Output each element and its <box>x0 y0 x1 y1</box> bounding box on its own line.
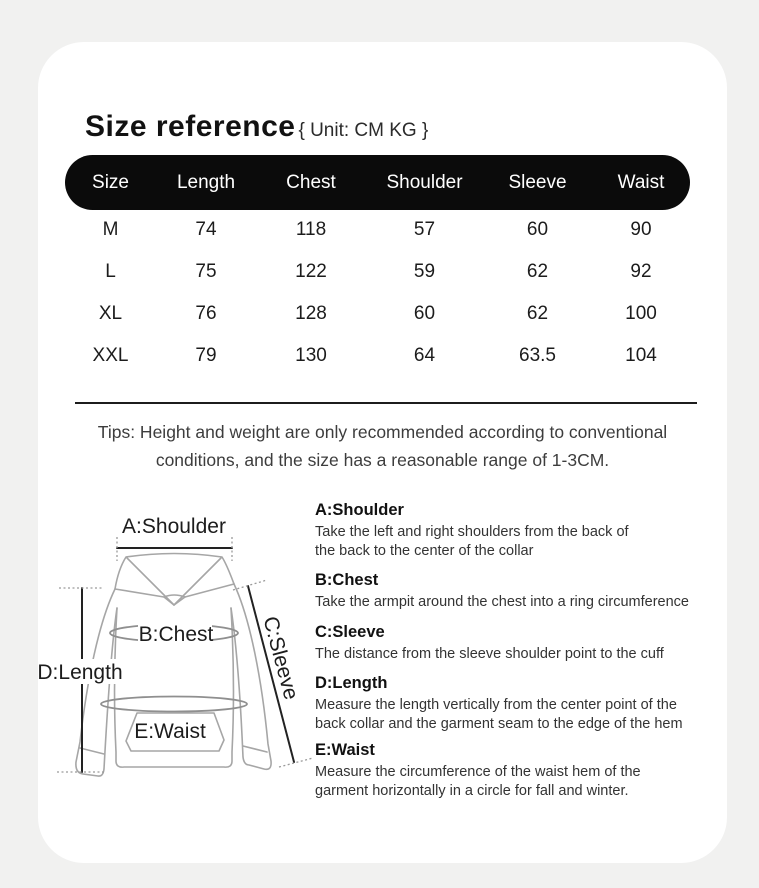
column-header-size: Size <box>92 171 129 193</box>
cell-size-xl: XL <box>98 303 123 324</box>
cell-waist-l: 92 <box>630 261 652 282</box>
size-reference-card: Size reference { Unit: CM KG } Size Leng… <box>38 42 727 863</box>
definition-waist-desc: Measure the circumference of the waist h… <box>315 764 641 799</box>
cell-length-xl: 76 <box>195 303 217 324</box>
definition-waist-term: E:Waist <box>315 741 375 759</box>
column-header-shoulder: Shoulder <box>386 171 463 193</box>
size-table-body: M 74 118 57 60 90 L 75 122 59 62 92 XL 7… <box>65 209 690 377</box>
waist-measure-ring <box>100 695 248 713</box>
cell-chest-xl: 128 <box>295 303 327 324</box>
hoodie-hood-outline <box>114 552 235 590</box>
column-header-length: Length <box>176 171 236 193</box>
definition-chest-desc: Take the armpit around the chest into a … <box>315 594 689 610</box>
column-header-sleeve: Sleeve <box>508 171 567 193</box>
hoodie-pocket <box>125 712 225 752</box>
cell-chest-xxl: 130 <box>295 345 327 366</box>
definition-waist: E:Waist Measure the circumference of the… <box>315 741 729 801</box>
length-diagram-label: D:Length <box>38 661 123 684</box>
cell-chest-m: 118 <box>295 219 327 240</box>
length-label-bg <box>44 659 128 684</box>
definition-length-desc: Measure the length vertically from the c… <box>315 697 683 732</box>
definition-sleeve-term: C:Sleeve <box>315 623 385 641</box>
cell-shoulder-l: 59 <box>413 261 436 282</box>
size-table-header: Size Length Chest Shoulder Sleeve Waist <box>65 155 690 210</box>
page-title: Size reference <box>85 110 296 143</box>
unit-note: { Unit: CM KG } <box>298 120 429 141</box>
sleeve-measure-line <box>247 585 295 763</box>
sleeve-tick-top <box>232 579 268 591</box>
hoodie-hood-fold <box>126 557 222 606</box>
tips-text: Tips: Height and weight are only recomme… <box>97 422 668 470</box>
definition-chest-term: B:Chest <box>315 571 379 589</box>
hoodie-collar-right <box>173 583 235 606</box>
definition-shoulder-term: A:Shoulder <box>315 501 404 519</box>
cell-length-l: 75 <box>195 261 217 282</box>
sleeve-tick-bottom <box>278 757 314 768</box>
definition-length: D:Length Measure the length vertically f… <box>315 674 729 734</box>
chest-diagram-label: B:Chest <box>139 623 214 646</box>
cell-shoulder-xl: 60 <box>413 303 436 324</box>
page-title-row: Size reference { Unit: CM KG } <box>85 110 428 144</box>
definition-shoulder-desc: Take the left and right shoulders from t… <box>315 524 629 559</box>
cell-waist-xxl: 104 <box>625 345 657 366</box>
cell-sleeve-xl: 62 <box>526 303 549 324</box>
cell-waist-xl: 100 <box>625 303 657 324</box>
definition-chest: B:Chest Take the armpit around the chest… <box>315 571 729 612</box>
chest-label-bg <box>138 620 212 645</box>
shoulder-diagram-label: A:Shoulder <box>122 515 226 538</box>
waist-diagram-label: E:Waist <box>134 720 206 743</box>
cell-chest-l: 122 <box>295 261 327 282</box>
cell-sleeve-l: 62 <box>526 261 549 282</box>
hoodie-right-sleeve <box>230 583 272 771</box>
cell-length-xxl: 79 <box>195 345 217 366</box>
cell-waist-m: 90 <box>630 219 652 240</box>
definition-sleeve-desc: The distance from the sleeve shoulder po… <box>315 646 664 662</box>
cell-sleeve-m: 60 <box>526 219 549 240</box>
cell-size-l: L <box>105 261 116 282</box>
cell-size-xxl: XXL <box>92 345 129 366</box>
hoodie-measurement-diagram: A:Shoulder B:Chest C:Sleeve D:Length E:W… <box>38 515 314 777</box>
cell-size-m: M <box>102 219 119 240</box>
hoodie-right-cuff-line <box>242 745 268 753</box>
section-divider <box>75 402 697 404</box>
cell-shoulder-m: 57 <box>413 219 436 240</box>
definition-length-term: D:Length <box>315 674 388 692</box>
definition-sleeve: C:Sleeve The distance from the sleeve sh… <box>315 623 729 664</box>
cell-length-m: 74 <box>195 219 217 240</box>
hoodie-collar-edge <box>163 594 186 598</box>
hoodie-left-cuff-line <box>79 747 105 755</box>
cell-sleeve-xxl: 63.5 <box>519 345 556 366</box>
cell-shoulder-xxl: 64 <box>413 345 436 366</box>
definition-shoulder: A:Shoulder Take the left and right shoul… <box>315 501 729 561</box>
column-header-chest: Chest <box>286 171 336 193</box>
column-header-waist: Waist <box>617 171 665 193</box>
sleeve-diagram-label: C:Sleeve <box>258 614 302 702</box>
